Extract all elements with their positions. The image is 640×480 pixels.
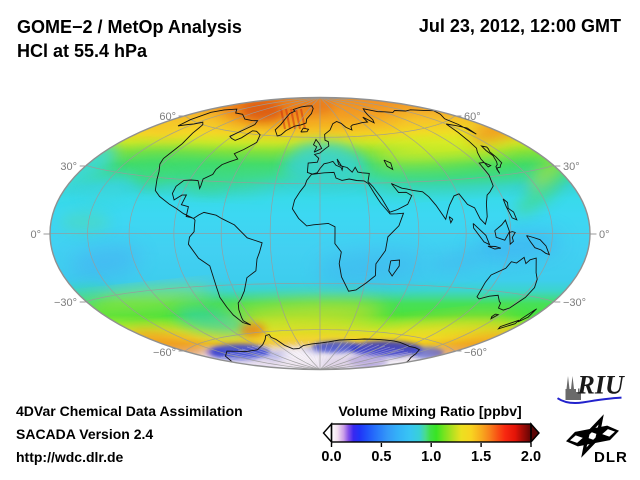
svg-text:1.0: 1.0 [421,449,441,465]
svg-text:0°: 0° [30,229,41,241]
svg-text:0°: 0° [599,229,610,241]
svg-text:1.5: 1.5 [471,449,491,465]
svg-text:−60°: −60° [153,347,176,359]
svg-text:0.5: 0.5 [371,449,391,465]
svg-text:−30°: −30° [563,297,586,309]
svg-text:RIU: RIU [577,371,625,400]
svg-text:DLR: DLR [594,449,628,466]
svg-text:30°: 30° [563,161,580,173]
svg-text:0.0: 0.0 [321,449,341,465]
svg-text:2.0: 2.0 [521,449,541,465]
svg-text:−30°: −30° [54,297,77,309]
svg-text:30°: 30° [60,161,77,173]
svg-text:60°: 60° [159,111,176,123]
svg-text:60°: 60° [464,111,481,123]
svg-text:Volume Mixing Ratio [ppbv]: Volume Mixing Ratio [ppbv] [338,403,521,419]
svg-text:−60°: −60° [464,347,487,359]
